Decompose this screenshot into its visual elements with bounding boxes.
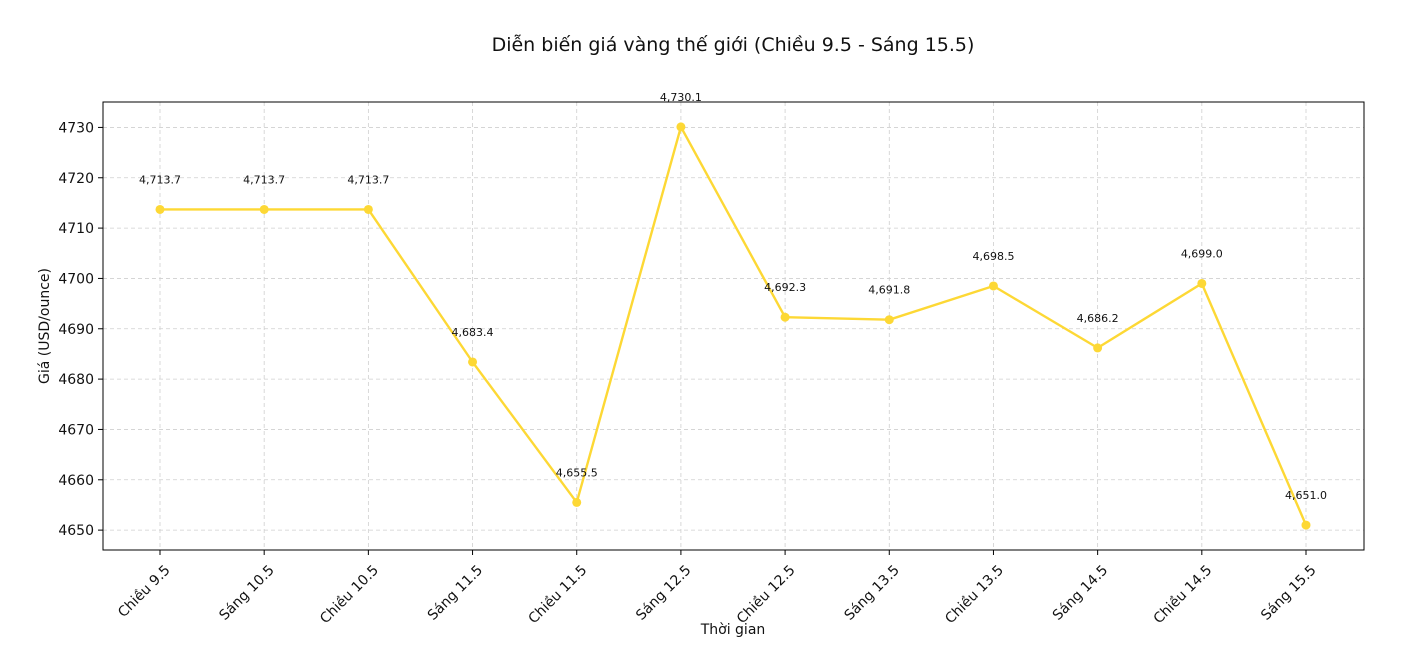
data-point [1301,520,1311,530]
x-tick-label: Sáng 10.5 [216,562,277,623]
data-point [572,497,582,507]
data-label: 4,655.5 [556,466,598,479]
x-axis: Chiều 9.5 Sáng 10.5 Chiều 10.5 Sáng 11.5 Chi… [114,550,1320,628]
y-tick-label: 4660 [58,473,94,489]
x-axis-title: Thời gian [700,622,766,638]
data-point [155,204,165,214]
data-label: 4,683.4 [452,326,494,339]
y-tick-label: 4670 [58,422,94,438]
data-label: 4,692.3 [764,281,806,294]
data-point [1093,343,1103,353]
y-tick-label: 4650 [58,523,94,539]
data-label: 4,713.7 [243,173,285,186]
y-axis: 4650 4660 4670 4680 4690 4700 4710 4720 4730 [58,120,103,539]
data-label: 4,713.7 [139,173,181,186]
data-label: 4,686.2 [1077,312,1119,325]
data-label: 4,713.7 [347,173,389,186]
x-tick-label: Chiều 14.5 [1150,562,1216,628]
plot-frame [102,101,1365,551]
y-tick-label: 4710 [58,221,94,237]
x-tick-label: Sáng 14.5 [1050,562,1111,623]
y-tick-label: 4690 [58,322,94,338]
data-label: 4,698.5 [972,250,1014,263]
y-tick-label: 4730 [58,120,94,136]
x-tick-label: Sáng 11.5 [425,562,486,623]
x-tick-label: Chiều 9.5 [114,562,173,621]
x-tick-label: Chiều 11.5 [525,562,591,628]
x-tick-label: Sáng 15.5 [1258,562,1319,623]
data-label: 4,699.0 [1181,247,1223,260]
data-labels: 4,713.7 4,713.7 4,713.7 4,683.4 4,655.5 4,730… [139,91,1327,502]
data-point [884,315,894,325]
data-point [1197,278,1207,288]
data-point [363,204,373,214]
data-label: 4,651.0 [1285,489,1327,502]
x-tick-label: Chiều 10.5 [316,562,382,628]
x-tick-label: Chiều 12.5 [733,562,799,628]
x-tick-label: Sáng 13.5 [841,562,902,623]
price-series [155,122,1311,530]
data-point [988,281,998,291]
y-tick-label: 4720 [58,171,94,187]
data-label: 4,730.1 [660,91,702,104]
chart-title: Diễn biến giá vàng thế giới (Chiều 9.5 -… [492,33,975,56]
x-tick-label: Sáng 12.5 [633,562,694,623]
series-line [160,125,1308,526]
y-tick-label: 4680 [58,372,94,388]
gridlines [103,102,1364,550]
x-tick-label: Chiều 13.5 [942,562,1008,628]
data-label: 4,691.8 [868,284,910,297]
data-point [468,357,478,367]
data-point [676,122,686,132]
y-axis-title: Giá (USD/ounce) [37,268,53,384]
data-point [259,204,269,214]
data-point [780,312,790,322]
y-tick-label: 4700 [58,271,94,287]
